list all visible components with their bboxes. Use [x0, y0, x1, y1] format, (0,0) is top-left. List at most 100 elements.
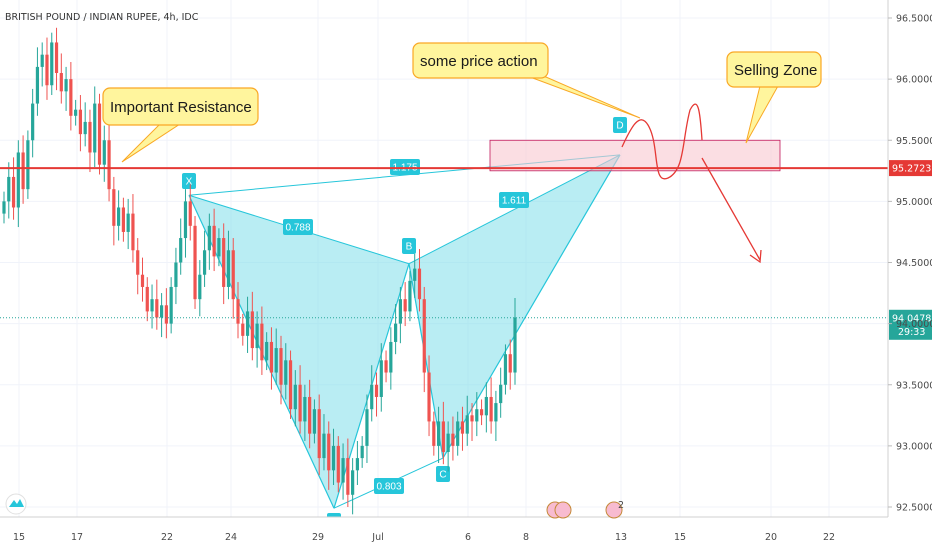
candle-body [212, 225, 216, 257]
candle-body [179, 238, 183, 263]
pattern-triangle-xab[interactable] [189, 195, 409, 509]
point-label-x: X [186, 177, 193, 188]
candle-body [274, 348, 278, 373]
candle-body [21, 152, 25, 190]
resistance-price-label: 95.2723 [892, 164, 931, 175]
candle-body [331, 445, 336, 471]
candle-body [155, 299, 159, 318]
candle-body [513, 317, 517, 373]
candle-body [384, 360, 388, 373]
candle-body [308, 396, 312, 434]
callout-text: Selling Zone [734, 62, 817, 79]
callout-important-resistance[interactable]: Important Resistance [102, 87, 259, 163]
candle-body [11, 176, 16, 208]
candle-body [164, 305, 168, 324]
calendar-events[interactable]: 2 [546, 500, 624, 519]
candle-body [97, 103, 102, 165]
ratio-label: 1.611 [502, 196, 527, 207]
point-badge [613, 117, 627, 133]
callout-selling-zone[interactable]: Selling Zone [726, 51, 822, 144]
candle-body [456, 421, 460, 446]
selling-zone-rectangle[interactable] [489, 139, 781, 172]
ratio-badge [283, 219, 313, 235]
candle-body [231, 250, 235, 300]
candle-body [193, 225, 197, 300]
x-tick-label: 15 [674, 532, 686, 543]
y-tick-label: 94.0000 [896, 319, 932, 330]
candle-body [408, 280, 412, 312]
resistance-price-box [889, 160, 932, 177]
candle-body [255, 323, 259, 349]
pattern-ratio-line[interactable] [408, 154, 621, 265]
candle-body [508, 354, 512, 373]
candle-body [59, 73, 63, 92]
candle-body [413, 268, 417, 281]
candle-body [470, 415, 474, 422]
point-label-b: B [406, 242, 413, 253]
candle-body [226, 250, 231, 287]
candle-body [145, 286, 149, 312]
x-tick-label: 15 [13, 532, 25, 543]
candle-body [460, 421, 465, 434]
event-flag-icon[interactable] [605, 501, 623, 519]
x-tick-label: 20 [765, 532, 777, 543]
calendar-badge-count: 2 [618, 500, 624, 511]
candle-body [279, 348, 283, 385]
ratio-label: 0.803 [376, 482, 401, 493]
candle-body [346, 458, 350, 495]
callout-box [102, 87, 259, 126]
event-flag-icon[interactable] [554, 501, 572, 519]
candle-body [432, 421, 436, 446]
candle-body [150, 299, 154, 312]
x-tick-label: 8 [523, 532, 529, 543]
y-tick-label: 94.5000 [896, 258, 932, 269]
candle-body [136, 250, 140, 275]
candle-body [126, 213, 130, 232]
x-tick-label: 29 [312, 532, 324, 543]
callout-text: Important Resistance [110, 99, 252, 116]
candle-body [303, 396, 307, 422]
x-tick-label: 13 [615, 532, 627, 543]
candle-body [398, 299, 402, 324]
point-badge [182, 173, 196, 189]
candle-body [370, 384, 374, 410]
candle-body [7, 176, 11, 202]
ratio-badge [390, 159, 420, 175]
candle-body [121, 207, 125, 232]
candle-body [40, 54, 44, 67]
candle-body [78, 109, 83, 135]
y-tick-label: 96.0000 [896, 75, 932, 86]
candle-body [54, 42, 59, 74]
callout-price-action[interactable]: some price action [412, 42, 641, 119]
candle-body [451, 433, 455, 446]
overlays[interactable]: 95.2723 94.0478 29:33 Important Resistance s… [0, 42, 932, 340]
y-tick-label: 95.5000 [896, 136, 932, 147]
projected-path-curve[interactable] [621, 103, 703, 180]
candle-body [374, 384, 379, 397]
candle-body [93, 103, 97, 153]
candle-body [489, 396, 493, 422]
x-tick-label: 6 [465, 532, 471, 543]
candle-body [241, 323, 245, 336]
candle-body [322, 433, 326, 459]
candle-body [389, 341, 393, 373]
candle-body [74, 109, 78, 116]
projected-path-arrow[interactable] [701, 157, 761, 261]
candle-body [64, 79, 68, 92]
arrow-head-icon [749, 249, 762, 264]
callout-box [412, 42, 549, 79]
candle-body [112, 189, 116, 226]
y-tick-label: 95.0000 [896, 197, 932, 208]
candle-body [159, 305, 164, 318]
y-tick-label: 93.5000 [896, 380, 932, 391]
callout-text: some price action [420, 53, 538, 70]
x-tick-label: Jul [371, 532, 383, 543]
candle-body [35, 66, 40, 104]
point-badge [402, 238, 416, 254]
tradingview-logo[interactable] [5, 493, 27, 515]
y-tick-label: 96.5000 [896, 14, 932, 25]
candle-body [422, 299, 426, 373]
candle-body [222, 238, 226, 287]
candle-body [102, 140, 106, 165]
